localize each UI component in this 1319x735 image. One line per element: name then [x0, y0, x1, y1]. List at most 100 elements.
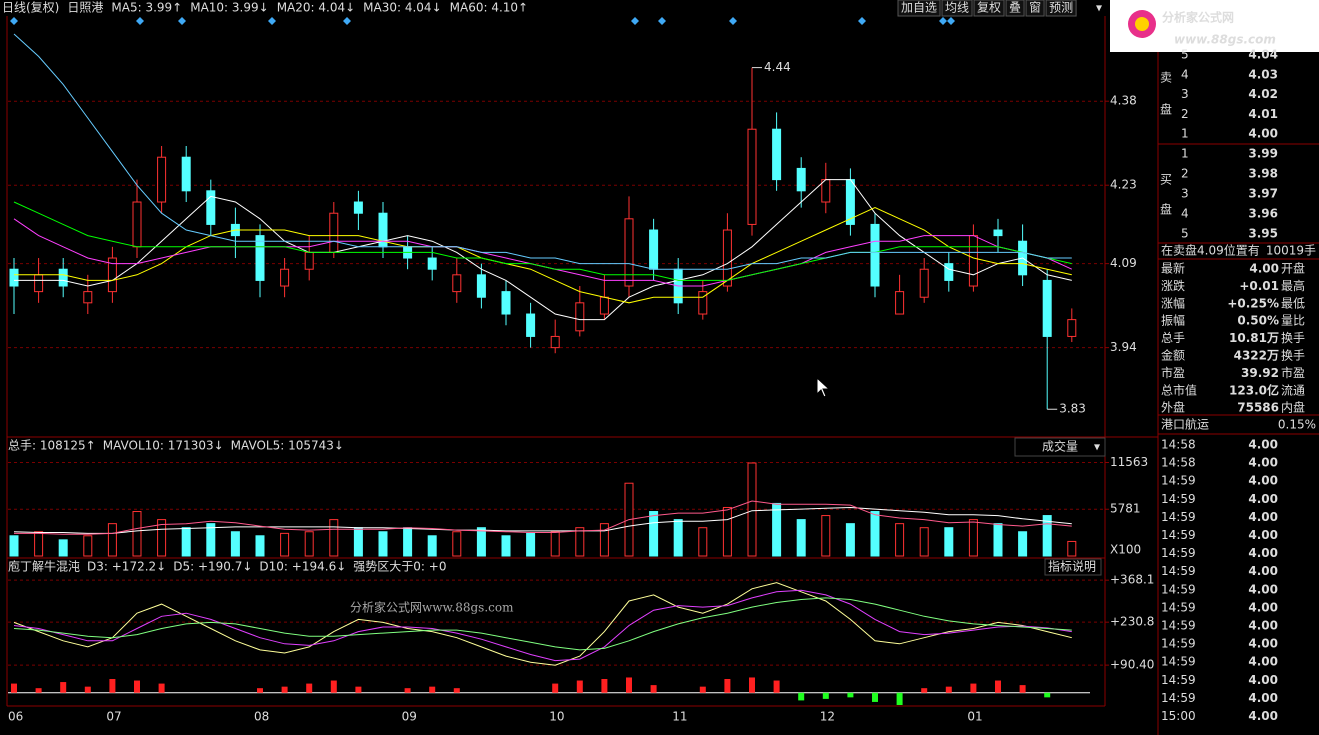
y-tick-label: +230.8	[1110, 615, 1154, 629]
dropdown-frame[interactable]	[1014, 437, 1106, 457]
candle-body	[452, 274, 462, 293]
strength-bar	[330, 680, 337, 693]
volume-bar	[304, 531, 314, 557]
trade-time: 15:00	[1161, 709, 1196, 723]
toolbar-button[interactable]: 叠	[1005, 0, 1025, 17]
panel-header: MAVOL5: 105743↓	[231, 439, 344, 453]
button-frame[interactable]	[941, 0, 973, 17]
toolbar-button[interactable]: 预测	[1045, 0, 1077, 17]
toolbar-button[interactable]: 窗	[1025, 0, 1045, 17]
volume-bar	[698, 527, 708, 557]
x-tick-label: 10	[549, 710, 564, 724]
volume-bar	[1042, 515, 1052, 557]
help-label[interactable]: 指标说明	[1048, 559, 1096, 574]
candle-body	[353, 201, 363, 214]
volume-bar	[993, 523, 1003, 557]
volume-bar	[722, 506, 732, 557]
toolbar-button[interactable]: 复权	[973, 0, 1005, 17]
help-frame[interactable]	[1044, 558, 1102, 576]
volume-bar	[157, 519, 167, 557]
strength-bar	[11, 683, 17, 693]
volume-bar	[919, 527, 929, 557]
trade-time: 14:59	[1161, 546, 1196, 560]
candle-body	[83, 291, 93, 304]
button-label[interactable]: 窗	[1029, 1, 1041, 15]
candle-body	[698, 291, 708, 315]
button-label[interactable]: 叠	[1009, 1, 1021, 15]
strength-bar	[576, 680, 583, 693]
trade-price: 4.00	[1248, 492, 1278, 506]
strength-bar	[1019, 685, 1026, 693]
trade-time: 14:59	[1161, 492, 1196, 506]
candle-body	[501, 291, 511, 315]
button-frame[interactable]	[1005, 0, 1025, 17]
candle-body	[157, 156, 167, 203]
button-frame[interactable]	[1045, 0, 1077, 17]
volume-bar	[403, 527, 413, 557]
dropdown-label[interactable]: 成交量	[1042, 439, 1078, 454]
stat-label: 总市值	[1161, 382, 1197, 397]
volume-bar	[329, 519, 339, 557]
ma-line	[14, 179, 1072, 321]
strength-bar	[650, 685, 657, 693]
book-price: 3.99	[1248, 147, 1278, 161]
button-frame[interactable]	[897, 0, 941, 17]
volume-bar	[132, 511, 142, 557]
volume-bar	[107, 523, 117, 557]
volume-unit: X100	[1110, 543, 1141, 557]
button-label[interactable]: 复权	[977, 1, 1001, 15]
volume-bar	[895, 523, 905, 557]
candle-body	[206, 190, 216, 225]
dropdown-arrow[interactable]: ▾	[1094, 440, 1100, 454]
book-level: 5	[1181, 48, 1189, 62]
trade-time: 14:59	[1161, 600, 1196, 614]
book-price: 4.00	[1248, 127, 1278, 141]
panel-header: MAVOL10: 171303↓	[103, 439, 224, 453]
strength-bar	[35, 688, 42, 693]
ma-line	[13, 201, 1072, 281]
stat-label: 总手	[1161, 331, 1185, 345]
strength-bar	[109, 679, 116, 693]
dropdown-arrow[interactable]: ▾	[1096, 1, 1102, 15]
toolbar-button[interactable]: 加自选	[897, 0, 941, 17]
trade-price: 4.00	[1248, 528, 1278, 542]
stat-right-label: 内盘	[1281, 400, 1305, 415]
notice-amount: 10019手	[1266, 244, 1316, 258]
volume-bar	[772, 502, 782, 557]
trade-time: 14:59	[1161, 637, 1196, 651]
candle-body	[919, 268, 929, 298]
strength-bar	[158, 683, 165, 693]
strength-bar	[355, 686, 362, 693]
stat-value: +0.01	[1239, 279, 1279, 293]
button-frame[interactable]	[1025, 0, 1045, 17]
strength-bar	[429, 686, 436, 693]
strength-bar	[552, 683, 559, 693]
volume-bar	[550, 531, 560, 557]
candle-body	[476, 274, 486, 298]
stat-value: 10.81万	[1229, 331, 1279, 345]
trade-time: 14:59	[1161, 564, 1196, 578]
volume-bar	[58, 539, 68, 557]
stat-right-label: 最低	[1281, 296, 1305, 310]
strength-bar	[404, 688, 411, 693]
trade-time: 14:59	[1161, 655, 1196, 669]
button-label[interactable]: 加自选	[901, 1, 937, 15]
volume-bar	[1018, 531, 1028, 557]
strength-bar	[699, 686, 706, 693]
candle-body	[526, 313, 536, 337]
stat-label: 外盘	[1161, 400, 1185, 415]
book-level: 5	[1181, 227, 1189, 241]
toolbar-text: MA5: 3.99↑	[111, 1, 182, 15]
button-frame[interactable]	[973, 0, 1005, 17]
x-tick-label: 12	[820, 710, 835, 724]
button-label[interactable]: 预测	[1049, 1, 1073, 15]
help-button[interactable]: 指标说明	[1044, 558, 1102, 576]
volume-bar	[526, 532, 536, 557]
toolbar-text: 日线(复权)	[2, 1, 59, 15]
toolbar-button[interactable]: 均线	[941, 0, 973, 17]
indicator-dropdown[interactable]: 成交量 ▾	[1014, 437, 1106, 457]
candle-body	[599, 296, 609, 315]
x-tick-label: 01	[967, 710, 982, 724]
button-label[interactable]: 均线	[945, 1, 969, 15]
